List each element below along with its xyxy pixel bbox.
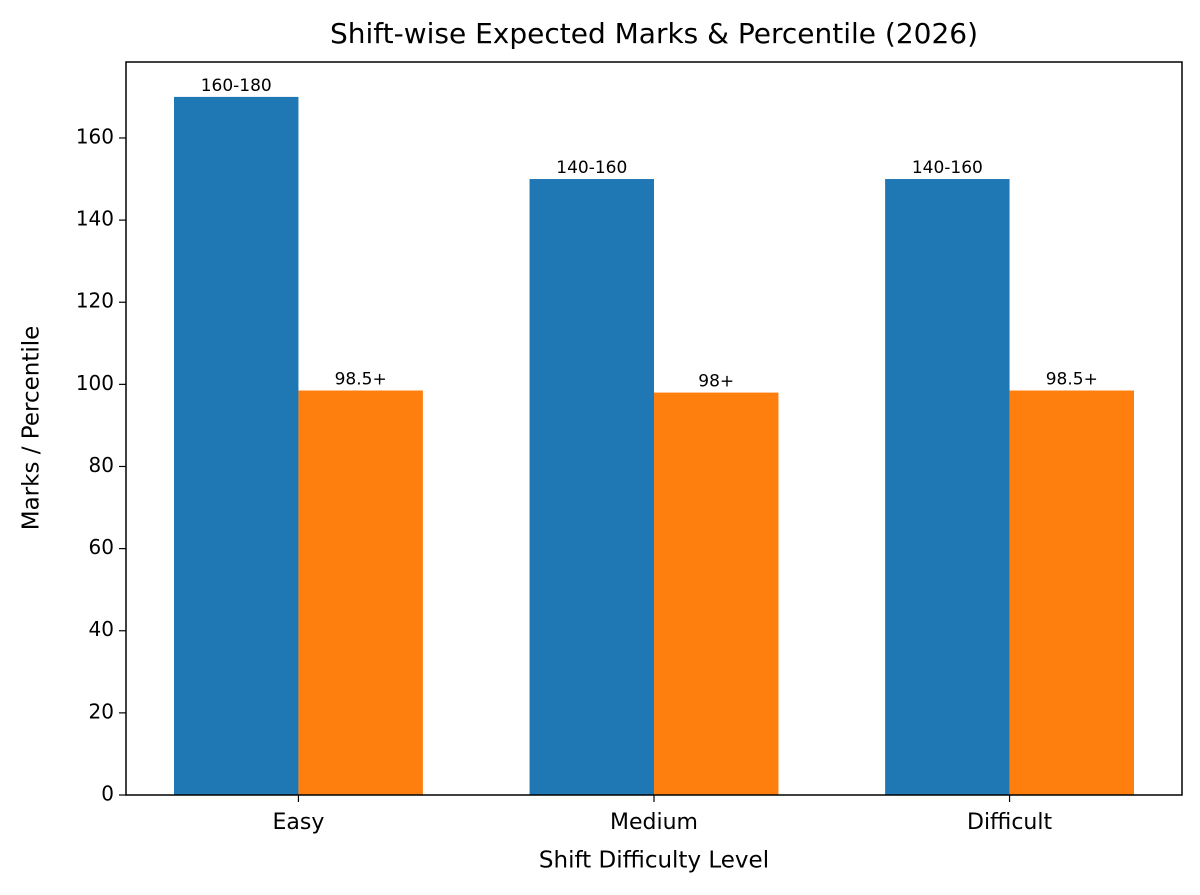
value-label: 98.5+ xyxy=(335,370,387,390)
bar xyxy=(654,392,779,795)
y-tick-label: 100 xyxy=(76,371,114,395)
bar xyxy=(174,96,299,795)
chart-title: Shift-wise Expected Marks & Percentile (… xyxy=(330,17,978,50)
y-tick-label: 140 xyxy=(76,207,114,231)
x-tick-label: Easy xyxy=(273,810,325,835)
y-tick-label: 20 xyxy=(89,699,114,723)
value-label: 140-160 xyxy=(556,158,627,178)
value-label: 140-160 xyxy=(912,158,983,178)
x-tick-label: Difficult xyxy=(967,810,1052,835)
y-axis-label: Marks / Percentile xyxy=(19,326,45,531)
y-tick-label: 160 xyxy=(76,124,114,148)
y-tick-label: 120 xyxy=(76,289,114,313)
bar xyxy=(298,390,423,795)
bar xyxy=(1009,390,1134,795)
x-tick-label: Medium xyxy=(610,810,698,835)
value-label: 160-180 xyxy=(201,76,272,96)
plot-area: 160-180 98.5+ 140-160 98+ 140-160 98.5+ xyxy=(174,76,1134,795)
y-tick-label: 40 xyxy=(89,617,114,641)
bar xyxy=(885,179,1010,795)
y-tick-label: 80 xyxy=(89,453,114,477)
x-axis-label: Shift Difficulty Level xyxy=(539,848,769,874)
y-tick-label: 0 xyxy=(101,782,114,806)
value-label: 98+ xyxy=(698,372,734,392)
bar xyxy=(529,179,654,795)
y-tick-label: 60 xyxy=(89,535,114,559)
value-label: 98.5+ xyxy=(1046,370,1098,390)
